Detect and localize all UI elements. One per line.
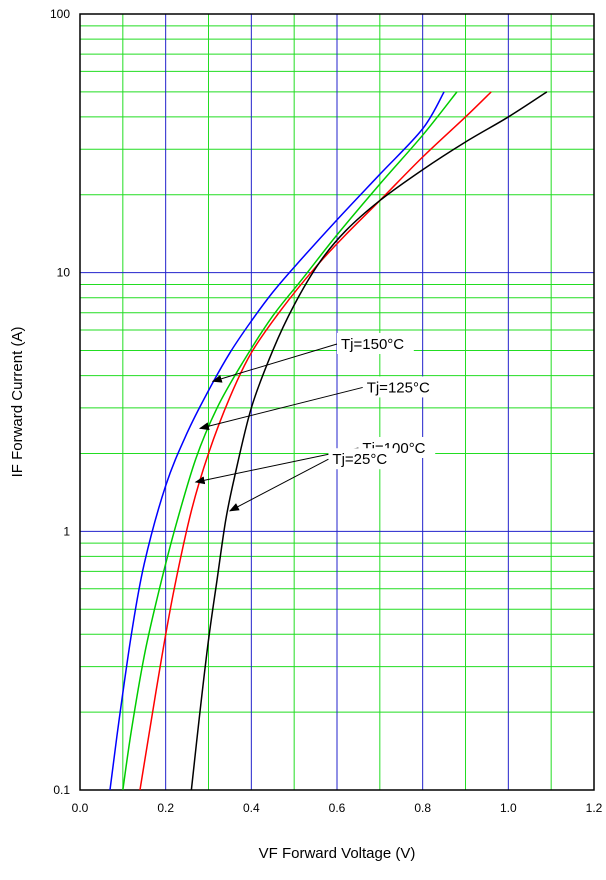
annotation: Tj=25°C xyxy=(229,448,397,512)
series-line-tj-125-c xyxy=(122,91,458,791)
x-tick-label: 0.8 xyxy=(414,801,431,815)
x-axis-title: VF Forward Voltage (V) xyxy=(259,845,416,862)
x-tick-label: 1.2 xyxy=(586,801,603,815)
annotation-label-bg xyxy=(328,448,397,470)
major-grid xyxy=(80,14,594,790)
x-tick-label: 0.6 xyxy=(329,801,346,815)
annotation-label-bg xyxy=(337,332,414,354)
x-tick-label: 0.4 xyxy=(243,801,260,815)
series-line-tj-100-c xyxy=(139,91,492,791)
series-line-tj-25-c xyxy=(190,91,548,791)
annotation-label: Tj=150°C xyxy=(341,336,404,353)
y-tick-label: 1 xyxy=(63,524,70,538)
series-layer xyxy=(109,91,548,791)
y-tick-label: 0.1 xyxy=(53,783,70,797)
annotation-label-bg xyxy=(362,376,440,398)
annotations: Tj=150°C Tj=125°C Tj=100°CTj=25°C xyxy=(194,332,440,512)
annotation-arrow xyxy=(211,343,338,383)
annotation: Tj=125°C xyxy=(198,376,440,431)
x-tick-label: 0.2 xyxy=(157,801,174,815)
annotation-arrow xyxy=(229,458,329,512)
x-tick-label: 0.0 xyxy=(72,801,89,815)
series-line-tj-150-c xyxy=(109,91,445,791)
plot-area-frame xyxy=(79,13,595,791)
annotation: Tj=100°C xyxy=(194,436,436,485)
y-axis-ticks: 0.1 1 10 100 xyxy=(50,7,70,797)
y-axis-title: IF Forward Current (A) xyxy=(9,327,26,478)
y-tick-label: 10 xyxy=(57,266,71,280)
x-tick-label: 1.0 xyxy=(500,801,517,815)
annotation-label: Tj=125°C xyxy=(367,379,430,396)
annotation-label: Tj=25°C xyxy=(332,451,387,468)
annotation: Tj=150°C xyxy=(211,332,414,383)
y-tick-label: 100 xyxy=(50,7,70,21)
annotation-arrow xyxy=(198,386,363,431)
x-axis-ticks: 0.0 0.2 0.4 0.6 0.8 1.0 1.2 xyxy=(72,801,603,815)
